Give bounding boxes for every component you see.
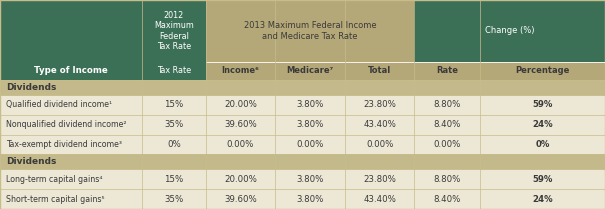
Bar [414,62,480,80]
Bar [480,62,605,80]
Text: Nonqualified dividend income²: Nonqualified dividend income² [6,120,126,129]
Text: 8.80%: 8.80% [433,100,461,109]
Text: 8.80%: 8.80% [433,175,461,184]
Bar [0,0,206,62]
Text: 8.40%: 8.40% [433,195,461,204]
Text: Short-term capital gains⁵: Short-term capital gains⁵ [6,195,105,204]
Text: Total: Total [368,66,391,75]
Text: 59%: 59% [532,175,552,184]
Text: Change (%): Change (%) [485,26,534,35]
Text: 3.80%: 3.80% [296,175,324,184]
Text: 23.80%: 23.80% [363,175,396,184]
Bar [0,62,142,80]
Text: Medicare⁷: Medicare⁷ [286,66,334,75]
Text: 3.80%: 3.80% [296,195,324,204]
Bar [206,0,414,62]
Text: Rate: Rate [436,66,458,75]
Text: 20.00%: 20.00% [224,100,257,109]
Text: 3.80%: 3.80% [296,100,324,109]
Text: 43.40%: 43.40% [363,120,396,129]
Text: 0.00%: 0.00% [366,140,393,149]
Bar [0,80,605,95]
Bar [0,189,605,209]
Text: Qualified dividend income¹: Qualified dividend income¹ [6,100,112,109]
Bar [206,62,275,80]
Text: 15%: 15% [165,100,183,109]
Text: 0.00%: 0.00% [227,140,254,149]
Text: 24%: 24% [532,195,553,204]
Text: 0%: 0% [167,140,181,149]
Bar [345,62,414,80]
Text: 3.80%: 3.80% [296,120,324,129]
Text: 23.80%: 23.80% [363,100,396,109]
Text: 15%: 15% [165,175,183,184]
Text: Dividends: Dividends [6,83,56,92]
Text: 35%: 35% [165,195,183,204]
Bar [0,115,605,135]
Bar [142,62,206,80]
Text: 59%: 59% [532,100,552,109]
Text: 35%: 35% [165,120,183,129]
Text: 39.60%: 39.60% [224,120,257,129]
Text: Percentage: Percentage [515,66,569,75]
Text: 39.60%: 39.60% [224,195,257,204]
Text: 0.00%: 0.00% [296,140,324,149]
Text: 43.40%: 43.40% [363,195,396,204]
Text: Tax Rate: Tax Rate [157,66,191,75]
Text: Type of Income: Type of Income [34,66,108,75]
Text: 0.00%: 0.00% [433,140,461,149]
Text: Income⁶: Income⁶ [221,66,260,75]
Bar [0,95,605,115]
Bar [275,62,345,80]
Text: Dividends: Dividends [6,157,56,166]
Bar [0,169,605,189]
Text: 20.00%: 20.00% [224,175,257,184]
Text: 0%: 0% [535,140,549,149]
Text: 2012
Maximum
Federal
Tax Rate: 2012 Maximum Federal Tax Rate [154,11,194,51]
Bar [0,135,605,154]
Text: 2013 Maximum Federal Income
and Medicare Tax Rate: 2013 Maximum Federal Income and Medicare… [244,21,376,41]
Text: 8.40%: 8.40% [433,120,461,129]
Text: Tax-exempt dividend income³: Tax-exempt dividend income³ [6,140,122,149]
Text: 24%: 24% [532,120,553,129]
Text: Long-term capital gains⁴: Long-term capital gains⁴ [6,175,103,184]
Bar [414,0,605,62]
Bar [0,154,605,169]
